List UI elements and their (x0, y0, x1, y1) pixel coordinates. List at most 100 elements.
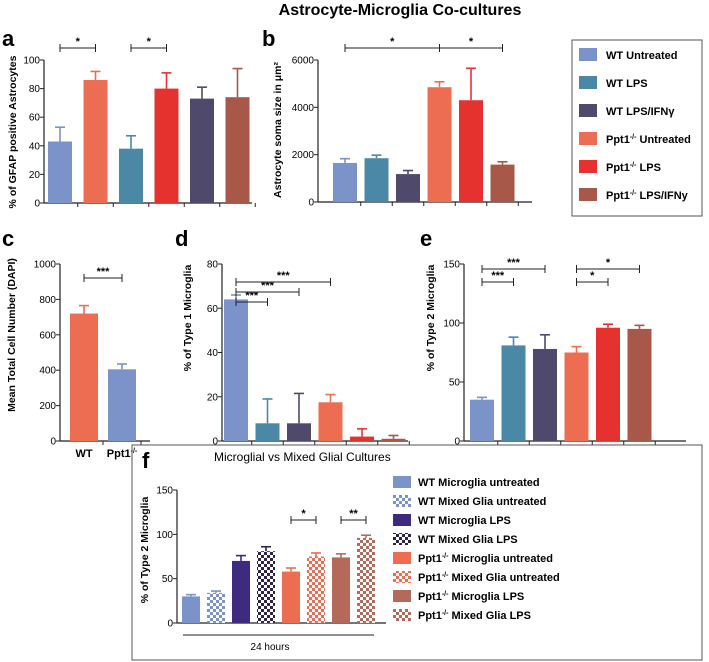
legend-top-label-1-text: WT LPS (606, 78, 648, 90)
y-tick-label: 0 (34, 199, 40, 210)
legend-top-label-2-text: WT LPS/IFNγ (606, 106, 675, 118)
panel-b-letter: b (262, 26, 275, 51)
significance-label: *** (97, 266, 111, 278)
legend-f-swatch-4 (393, 552, 411, 564)
x-tick-label-c-1-base: Ppt1 (107, 448, 131, 460)
legend-top-label-5: Ppt1-/- LPS/IFNy (606, 190, 689, 202)
bar-a-0 (48, 141, 72, 203)
x-tick-label-c-0-text: WT (75, 448, 92, 460)
legend-top-swatch-1 (579, 76, 597, 89)
legend-top-label-3-rest: Untreated (636, 134, 690, 146)
legend-top-label-4-base: Ppt1 (606, 162, 630, 174)
bar-b-0 (333, 162, 357, 202)
y-tick-label: 60 (29, 113, 41, 124)
panel-e-ylabel: % of Type 2 Microglia (425, 265, 437, 372)
y-tick-label: 40 (207, 348, 219, 359)
significance-label: *** (261, 280, 275, 292)
bar-f-7 (357, 537, 375, 623)
legend-top-label-5-sup: -/- (630, 190, 637, 197)
legend-f-swatch-2 (393, 514, 411, 526)
legend-f-label-7-base: Ppt1 (418, 610, 442, 622)
y-tick-label: 20 (29, 170, 41, 181)
legend-top-swatch-2 (579, 104, 597, 117)
legend-top-label-0-text: WT Untreated (606, 50, 678, 62)
bar-e-5 (627, 328, 652, 441)
legend-f-label-1: WT Mixed Glia untreated (418, 496, 546, 508)
y-tick-label: 600 (39, 330, 56, 341)
legend-top-swatch-3 (579, 132, 597, 145)
bar-f-4 (282, 571, 300, 623)
significance-label: * (590, 270, 595, 282)
y-tick-label: 200 (39, 401, 56, 412)
panel-c: c Mean Total Cell Number (DAPI) 0 200 400 6… (2, 226, 150, 460)
panel-b: b Astrocyte soma size in μm² 0 2000 4000 60… (262, 26, 532, 209)
legend-f-label-6-rest: Microglia LPS (448, 591, 524, 603)
bar-e-2 (533, 348, 557, 441)
legend-f-label-5-base: Ppt1 (418, 572, 442, 584)
legend-f-label-2: WT Microglia LPS (418, 515, 511, 527)
y-tick-label: 50 (449, 378, 461, 389)
legend-top-label-4-rest: LPS (636, 162, 660, 174)
panel-f-frame (131, 444, 703, 661)
legend-top-label-3: Ppt1-/- Untreated (606, 134, 691, 146)
legend-f-label-4-base: Ppt1 (418, 553, 442, 565)
bar-b-1 (364, 158, 389, 202)
panel-f-letter: f (142, 448, 150, 473)
y-tick-label: 20 (207, 392, 219, 403)
legend-f-swatch-3 (393, 533, 411, 545)
legend-top-label-3-sup: -/- (630, 134, 637, 141)
legend-f-label-6: Ppt1-/- Microglia LPS (418, 591, 524, 603)
legend-top-label-1: WT LPS (606, 78, 648, 90)
x-tick-label-c-0: WT (75, 448, 92, 460)
legend-f-label-6-sup: -/- (442, 591, 449, 598)
significance-label: *** (277, 270, 291, 282)
y-tick-label: 80 (29, 84, 41, 95)
bar-f-1 (207, 592, 225, 623)
panel-a-letter: a (2, 26, 15, 51)
y-tick-label: 60 (207, 304, 219, 315)
bar-a-1 (83, 80, 108, 203)
x-tick-label-c-1: Ppt1-/- (107, 448, 138, 460)
legend-f-label-0-text: WT Microglia untreated (418, 477, 540, 489)
legend-f-label-3-text: WT Mixed Glia LPS (418, 534, 518, 546)
bar-e-3 (564, 352, 589, 441)
y-tick-label: 4000 (292, 103, 315, 114)
legend-top-label-4-sup: -/- (630, 162, 637, 169)
legend-top-label-2: WT LPS/IFNγ (606, 106, 675, 118)
legend-f-label-7-sup: -/- (442, 610, 449, 617)
significance-label: * (390, 36, 395, 48)
legend-f-label-5-sup: -/- (442, 572, 449, 579)
y-tick-label: 100 (443, 319, 460, 330)
legend-f-label-4: Ppt1-/- Microglia untreated (418, 553, 553, 565)
y-tick-label: 80 (207, 260, 219, 271)
panel-b-ylabel: Astrocyte soma size in μm² (272, 62, 284, 198)
panel-d: d % of Type 1 Microglia 020406080*******… (175, 226, 410, 448)
legend-f-swatch-7 (393, 609, 411, 621)
panel-c-letter: c (2, 226, 14, 251)
legend-top-label-5-base: Ppt1 (606, 190, 630, 202)
legend-f-swatch-1 (393, 495, 411, 507)
y-tick-label: 1000 (34, 260, 57, 271)
legend-f-swatch-6 (393, 590, 411, 602)
bar-d-3 (318, 402, 343, 441)
y-tick-label: 400 (39, 366, 56, 377)
legend-top-frame (571, 39, 703, 217)
panel-f-title: Microglial vs Mixed Glial Cultures (214, 450, 391, 464)
bar-d-2 (287, 423, 311, 441)
y-tick-label: 150 (156, 486, 173, 497)
panel-a: a % of GFAP positive Astrocytes 0 20 40 60 8… (2, 26, 256, 210)
legend-f: WT Microglia untreated WT Mixed Glia untr… (393, 476, 560, 622)
panel-e-letter: e (420, 226, 432, 251)
bar-c-0 (70, 313, 98, 441)
bar-e-4 (596, 327, 620, 441)
bar-c-1 (108, 369, 136, 441)
bar-a-4 (190, 98, 214, 203)
legend-top-label-5-rest: LPS/IFNy (636, 190, 688, 202)
figure-title: Astrocyte-Microglia Co-cultures (279, 2, 522, 19)
bar-b-3 (427, 87, 452, 202)
bar-b-5 (490, 164, 515, 202)
significance-label: * (147, 36, 152, 48)
legend-top-swatch-5 (579, 188, 597, 201)
